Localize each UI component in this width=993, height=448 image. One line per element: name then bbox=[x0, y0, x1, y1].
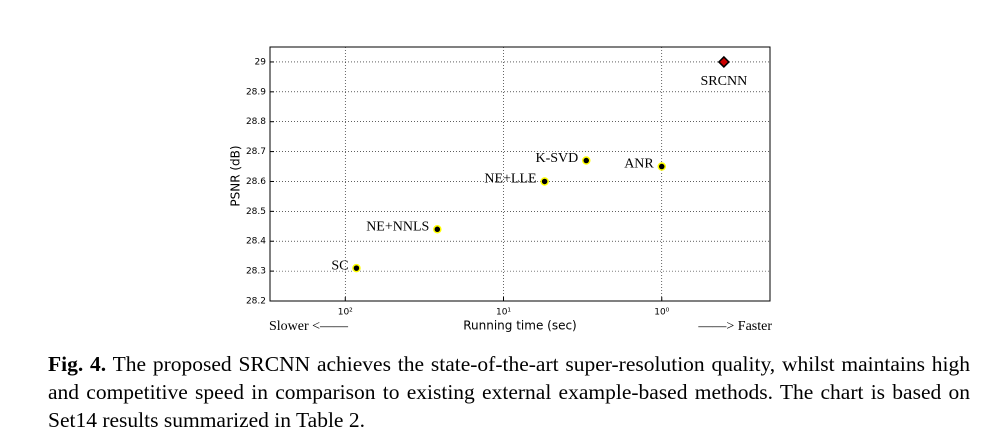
point-label: SRCNN bbox=[701, 74, 748, 89]
x-axis-label: Running time (sec) bbox=[463, 319, 577, 333]
point-label: NE+NNLS bbox=[366, 220, 429, 235]
slower-label: Slower <—— bbox=[269, 319, 349, 334]
y-axis-label: PSNR (dB) bbox=[229, 145, 243, 206]
point bbox=[540, 177, 549, 186]
y-tick-label: 28.2 bbox=[246, 297, 266, 307]
y-tick-label: 28.5 bbox=[246, 207, 266, 217]
point-label: SC bbox=[331, 258, 348, 273]
x-tick-label: 10⁰ bbox=[654, 308, 669, 318]
point bbox=[657, 162, 667, 171]
y-tick-label: 28.4 bbox=[246, 237, 266, 247]
y-tick-label: 28.8 bbox=[246, 117, 266, 127]
point bbox=[582, 156, 591, 165]
point-label: ANR bbox=[624, 157, 654, 172]
y-tick-label: 28.6 bbox=[246, 177, 266, 187]
y-tick-label: 28.3 bbox=[246, 267, 266, 277]
plot-frame bbox=[269, 46, 771, 302]
x-tick-label: 10¹ bbox=[496, 308, 511, 318]
point-label: NE+LLE bbox=[484, 172, 536, 187]
point bbox=[352, 263, 361, 273]
x-tick-label: 10² bbox=[338, 308, 353, 318]
y-tick-label: 28.9 bbox=[246, 87, 266, 97]
y-tick-label: 28.7 bbox=[246, 147, 266, 157]
y-tick-label: 29 bbox=[255, 57, 267, 67]
caption-text: The proposed SRCNN achieves the state-of… bbox=[48, 352, 970, 432]
caption-label: Fig. 4. bbox=[48, 352, 107, 376]
point-label: K-SVD bbox=[535, 151, 578, 166]
point bbox=[717, 55, 730, 69]
point bbox=[433, 225, 442, 234]
caption: Fig. 4. The proposed SRCNN achieves the … bbox=[48, 350, 970, 434]
faster-label: ——> Faster bbox=[697, 319, 772, 334]
